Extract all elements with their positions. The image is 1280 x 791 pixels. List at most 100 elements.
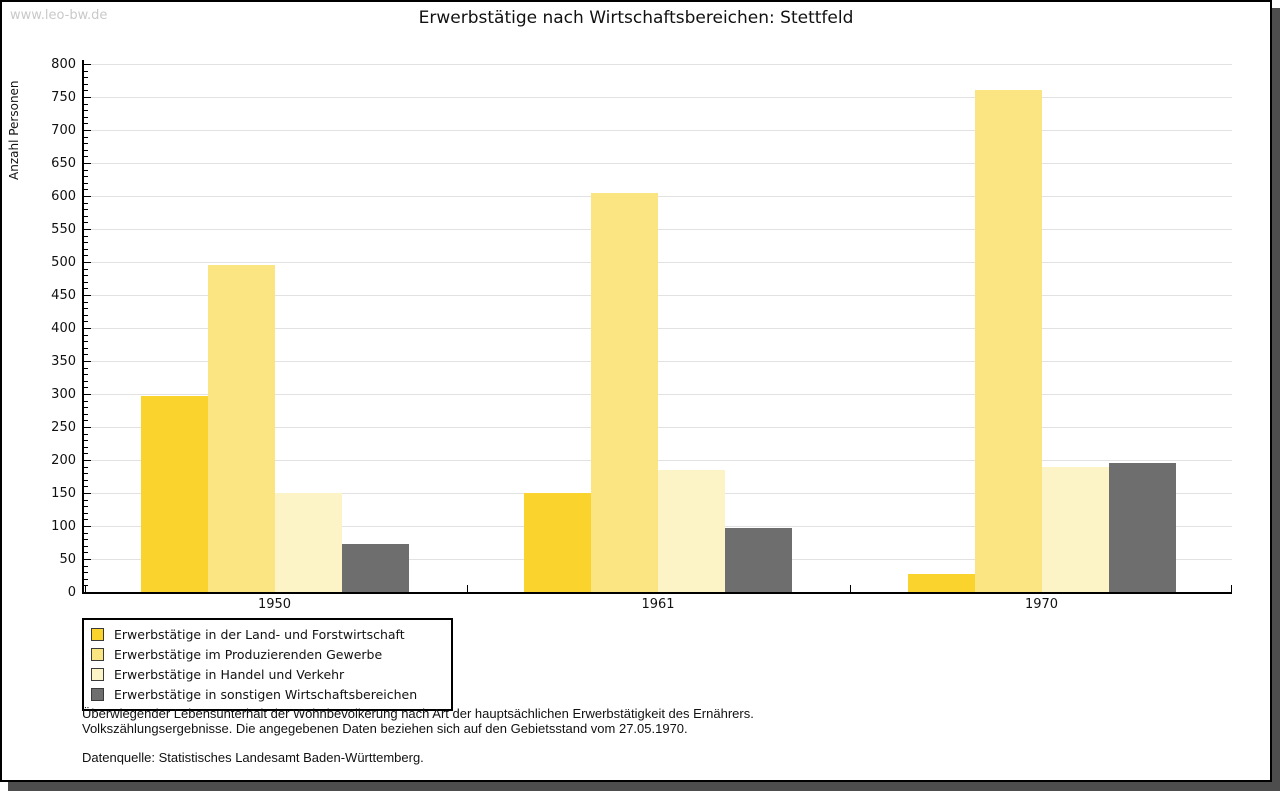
y-tick-label: 150 [51, 486, 76, 501]
y-minor-tick [84, 215, 88, 217]
y-major-tick [84, 163, 91, 164]
y-major-tick [84, 427, 91, 428]
y-minor-tick [84, 387, 88, 389]
y-minor-tick [84, 400, 88, 402]
y-minor-tick [84, 308, 88, 310]
y-minor-tick [84, 222, 88, 224]
y-minor-tick [84, 433, 88, 435]
x-tick-label: 1950 [257, 597, 292, 612]
y-minor-tick [84, 242, 88, 244]
legend-item-label: Erwerbstätige in Handel und Verkehr [114, 666, 345, 682]
y-minor-tick [84, 585, 88, 587]
y-tick-label: 50 [59, 552, 76, 567]
y-tick-label: 450 [51, 288, 76, 303]
y-major-tick [84, 130, 91, 131]
y-minor-tick [84, 268, 88, 270]
y-minor-tick [84, 123, 88, 125]
legend-swatch [91, 647, 104, 661]
footnote-line1: Überwiegender Lebensunterhalt der Wohnbe… [82, 706, 754, 721]
y-minor-tick [84, 202, 88, 204]
y-minor-tick [84, 354, 88, 356]
gridline [84, 262, 1232, 263]
legend-item: Erwerbstätige in der Land- und Forstwirt… [91, 624, 441, 644]
y-major-tick [84, 295, 91, 296]
y-major-tick [84, 361, 91, 362]
y-tick-label: 350 [51, 354, 76, 369]
y-major-tick [84, 64, 91, 65]
y-minor-tick [84, 169, 88, 171]
y-major-tick [84, 196, 91, 197]
y-minor-tick [84, 420, 88, 422]
y-minor-tick [84, 532, 88, 534]
bar-1950-series-2 [274, 493, 342, 592]
y-minor-tick [84, 182, 88, 184]
legend: Erwerbstätige in der Land- und Forstwirt… [82, 618, 453, 711]
y-major-tick [84, 328, 91, 329]
gridline [84, 163, 1232, 164]
y-axis-label: Anzahl Personen [7, 80, 21, 180]
y-tick-label: 300 [51, 387, 76, 402]
legend-item-label: Erwerbstätige in sonstigen Wirtschaftsbe… [114, 686, 418, 702]
y-minor-tick [84, 235, 88, 237]
footnote: Überwiegender Lebensunterhalt der Wohnbe… [82, 706, 754, 736]
y-tick-label: 600 [51, 189, 76, 204]
bar-1970-series-1 [974, 90, 1042, 592]
bar-1970-series-0 [907, 573, 975, 592]
y-minor-tick [84, 103, 88, 105]
bar-1970-series-3 [1108, 463, 1176, 592]
y-minor-tick [84, 321, 88, 323]
y-minor-tick [84, 578, 88, 580]
y-major-tick [84, 460, 91, 461]
gridline [84, 64, 1232, 65]
y-minor-tick [84, 380, 88, 382]
y-minor-tick [84, 314, 88, 316]
y-tick-label: 250 [51, 420, 76, 435]
y-tick-label: 700 [51, 123, 76, 138]
bar-1961-series-1 [591, 192, 658, 592]
legend-swatch [91, 627, 104, 641]
chart-title: Erwerbstätige nach Wirtschaftsbereichen:… [418, 8, 854, 28]
y-tick-label: 0 [67, 585, 76, 600]
y-minor-tick [84, 136, 88, 138]
y-tick-label: 400 [51, 321, 76, 336]
legend-swatch [91, 687, 104, 701]
y-minor-tick [84, 275, 88, 277]
y-minor-tick [84, 334, 88, 336]
y-tick-label: 800 [51, 57, 76, 72]
gridline [84, 196, 1232, 197]
bar-1961-series-3 [725, 527, 792, 592]
y-minor-tick [84, 347, 88, 349]
gridline [84, 394, 1232, 395]
gridline [84, 361, 1232, 362]
y-minor-tick [84, 367, 88, 369]
y-minor-tick [84, 281, 88, 283]
gridline [84, 229, 1232, 230]
y-major-tick [84, 493, 91, 494]
y-major-tick [84, 262, 91, 263]
x-boundary-tick [84, 585, 86, 592]
bar-1950-series-3 [341, 543, 409, 592]
y-minor-tick [84, 288, 88, 290]
y-minor-tick [84, 70, 88, 72]
y-major-tick [84, 229, 91, 230]
bar-1950-series-0 [140, 395, 208, 592]
y-tick-label: 200 [51, 453, 76, 468]
legend-item-label: Erwerbstätige in der Land- und Forstwirt… [114, 626, 405, 642]
y-minor-tick [84, 110, 88, 112]
y-minor-tick [84, 473, 88, 475]
y-minor-tick [84, 149, 88, 151]
y-axis-line [82, 60, 84, 594]
y-minor-tick [84, 77, 88, 79]
data-source: Datenquelle: Statistisches Landesamt Bad… [82, 750, 424, 765]
y-tick-label: 100 [51, 519, 76, 534]
y-minor-tick [84, 248, 88, 250]
y-minor-tick [84, 440, 88, 442]
y-minor-tick [84, 341, 88, 343]
y-minor-tick [84, 255, 88, 257]
y-minor-tick [84, 156, 88, 158]
gridline [84, 460, 1232, 461]
x-tick-label: 1961 [641, 597, 675, 612]
x-boundary-tick [850, 585, 851, 592]
